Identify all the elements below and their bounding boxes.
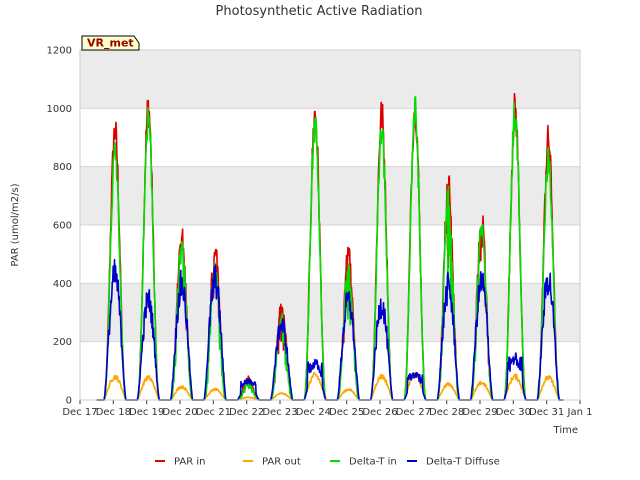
x-tick-label: Dec 22 [229,407,264,418]
x-tick-label: Dec 24 [296,407,331,418]
x-axis-label: Time [553,425,578,436]
legend-label-delta-t-in: Delta-T in [349,457,397,468]
legend: PAR in PAR out Delta-T in Delta-T Diffuse [155,457,500,468]
y-tick-label: 1200 [47,46,72,57]
x-tick-label: Jan 1 [567,407,593,418]
site-label: VR_met [87,37,134,50]
y-tick-label: 600 [53,221,72,232]
x-tick-label: Dec 19 [129,407,164,418]
x-tick-label: Dec 21 [196,407,231,418]
y-tick-label: 0 [66,396,72,407]
plot-band [80,166,580,225]
y-tick-label: 800 [53,162,72,173]
x-tick-label: Dec 27 [396,407,431,418]
y-tick-label: 400 [53,279,72,290]
chart-title: Photosynthetic Active Radiation [216,4,423,19]
x-tick-label: Dec 25 [329,407,364,418]
x-tick-label: Dec 26 [362,407,397,418]
site-badge: VR_met [81,35,140,51]
legend-label-par-out: PAR out [262,457,301,468]
plot-band [80,283,580,342]
plot-band [80,50,580,109]
x-tick-label: Dec 23 [262,407,297,418]
y-tick-label: 1000 [47,104,72,115]
x-tick-label: Dec 30 [496,407,531,418]
x-tick-label: Dec 18 [96,407,131,418]
x-tick-label: Dec 17 [62,407,97,418]
x-tick-label: Dec 20 [162,407,197,418]
y-tick-label: 200 [53,337,72,348]
legend-label-delta-t-diffuse: Delta-T Diffuse [426,457,500,468]
y-axis-label: PAR (umol/m2/s) [10,183,21,266]
legend-label-par-in: PAR in [174,457,205,468]
x-tick-label: Dec 31 [529,407,564,418]
plot-border [79,49,581,401]
x-tick-label: Dec 28 [429,407,464,418]
x-tick-label: Dec 29 [462,407,497,418]
